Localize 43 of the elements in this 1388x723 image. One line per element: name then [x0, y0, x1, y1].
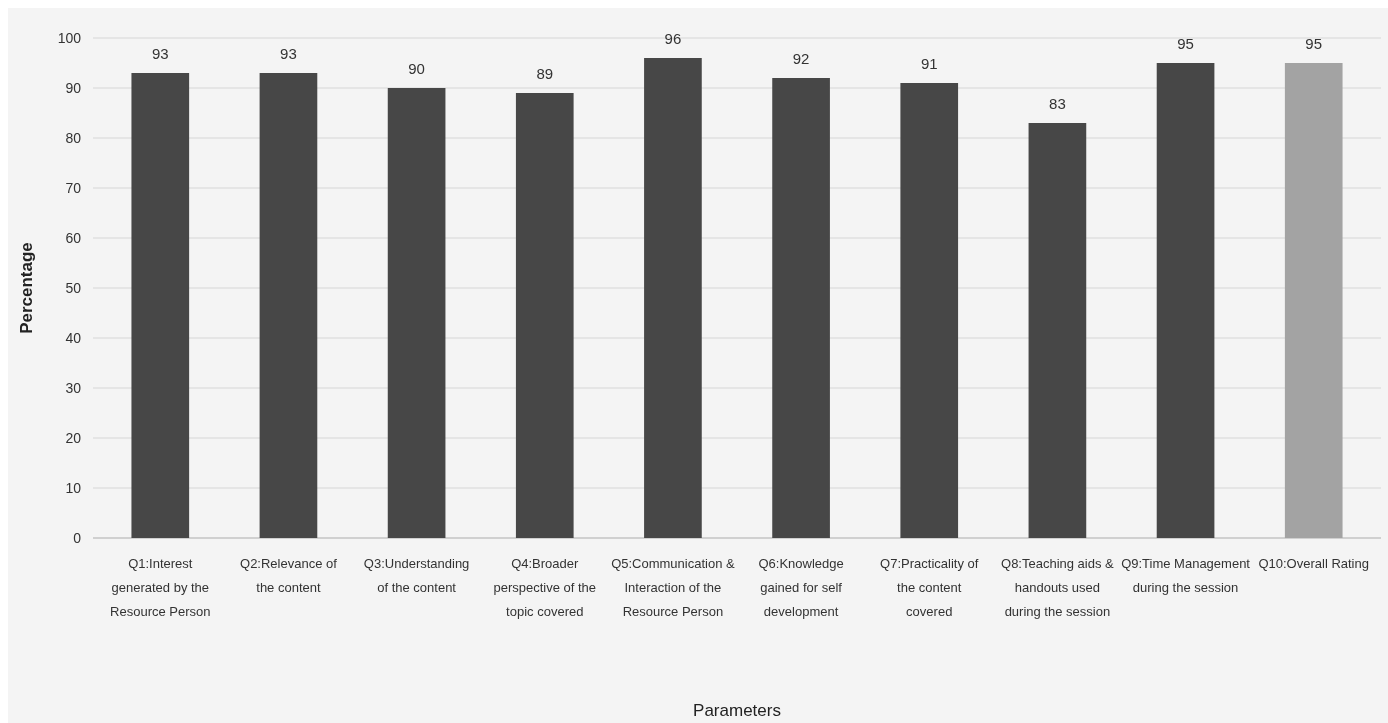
data-label: 93 [280, 45, 297, 62]
x-tick-label: Q6:Knowledge gained for self development [758, 556, 844, 619]
y-axis-title: Percentage [17, 242, 36, 334]
y-tick-label: 0 [73, 529, 82, 546]
bar [131, 73, 190, 538]
x-tick-label: Q10:Overall Rating [1258, 556, 1369, 571]
y-tick-label: 60 [65, 229, 82, 246]
bar [900, 83, 959, 538]
data-label: 91 [920, 55, 938, 72]
bar [259, 73, 318, 538]
x-tick-label: Q7:Practicality of the content covered [880, 556, 979, 619]
x-tick-label: Q8:Teaching aids & handouts used during the session [1001, 556, 1115, 619]
y-tick-label: 50 [65, 279, 82, 296]
bar [772, 78, 830, 538]
y-tick-label: 80 [65, 129, 82, 146]
data-label: 95 [1177, 35, 1194, 52]
x-axis-title: Parameters [693, 701, 781, 720]
data-label: 90 [408, 60, 425, 77]
data-label: 92 [792, 50, 810, 67]
x-tick-label: Q5:Communication & Interaction of the Resource Person [611, 556, 736, 619]
bar [1284, 63, 1343, 538]
data-label: 89 [536, 65, 554, 82]
y-tick-label: 100 [57, 29, 82, 46]
bar [387, 88, 446, 538]
y-tick-label: 30 [65, 379, 82, 396]
x-tick-label: Q1:Interest generated by the Resource Person [110, 556, 211, 619]
y-tick-label: 40 [65, 329, 82, 346]
x-tick-label: Q3:Understanding of the content [363, 556, 470, 595]
data-label: 95 [1305, 35, 1323, 52]
bar [515, 93, 574, 538]
data-label: 93 [151, 45, 169, 62]
data-label: 96 [664, 30, 682, 47]
y-tick-label: 20 [65, 429, 82, 446]
y-tick-label: 10 [65, 479, 82, 496]
x-tick-label: Q4:Broader perspective of the topic covered [493, 556, 597, 619]
bar [1156, 63, 1215, 538]
bar [1028, 123, 1087, 538]
y-tick-label: 70 [65, 179, 82, 196]
y-tick-label: 90 [65, 79, 82, 96]
x-tick-label: Q2:Relevance of the content [240, 556, 338, 595]
bar [644, 58, 702, 538]
x-tick-label: Q9:Time Management during the session [1121, 556, 1251, 595]
data-label: 83 [1049, 95, 1066, 112]
